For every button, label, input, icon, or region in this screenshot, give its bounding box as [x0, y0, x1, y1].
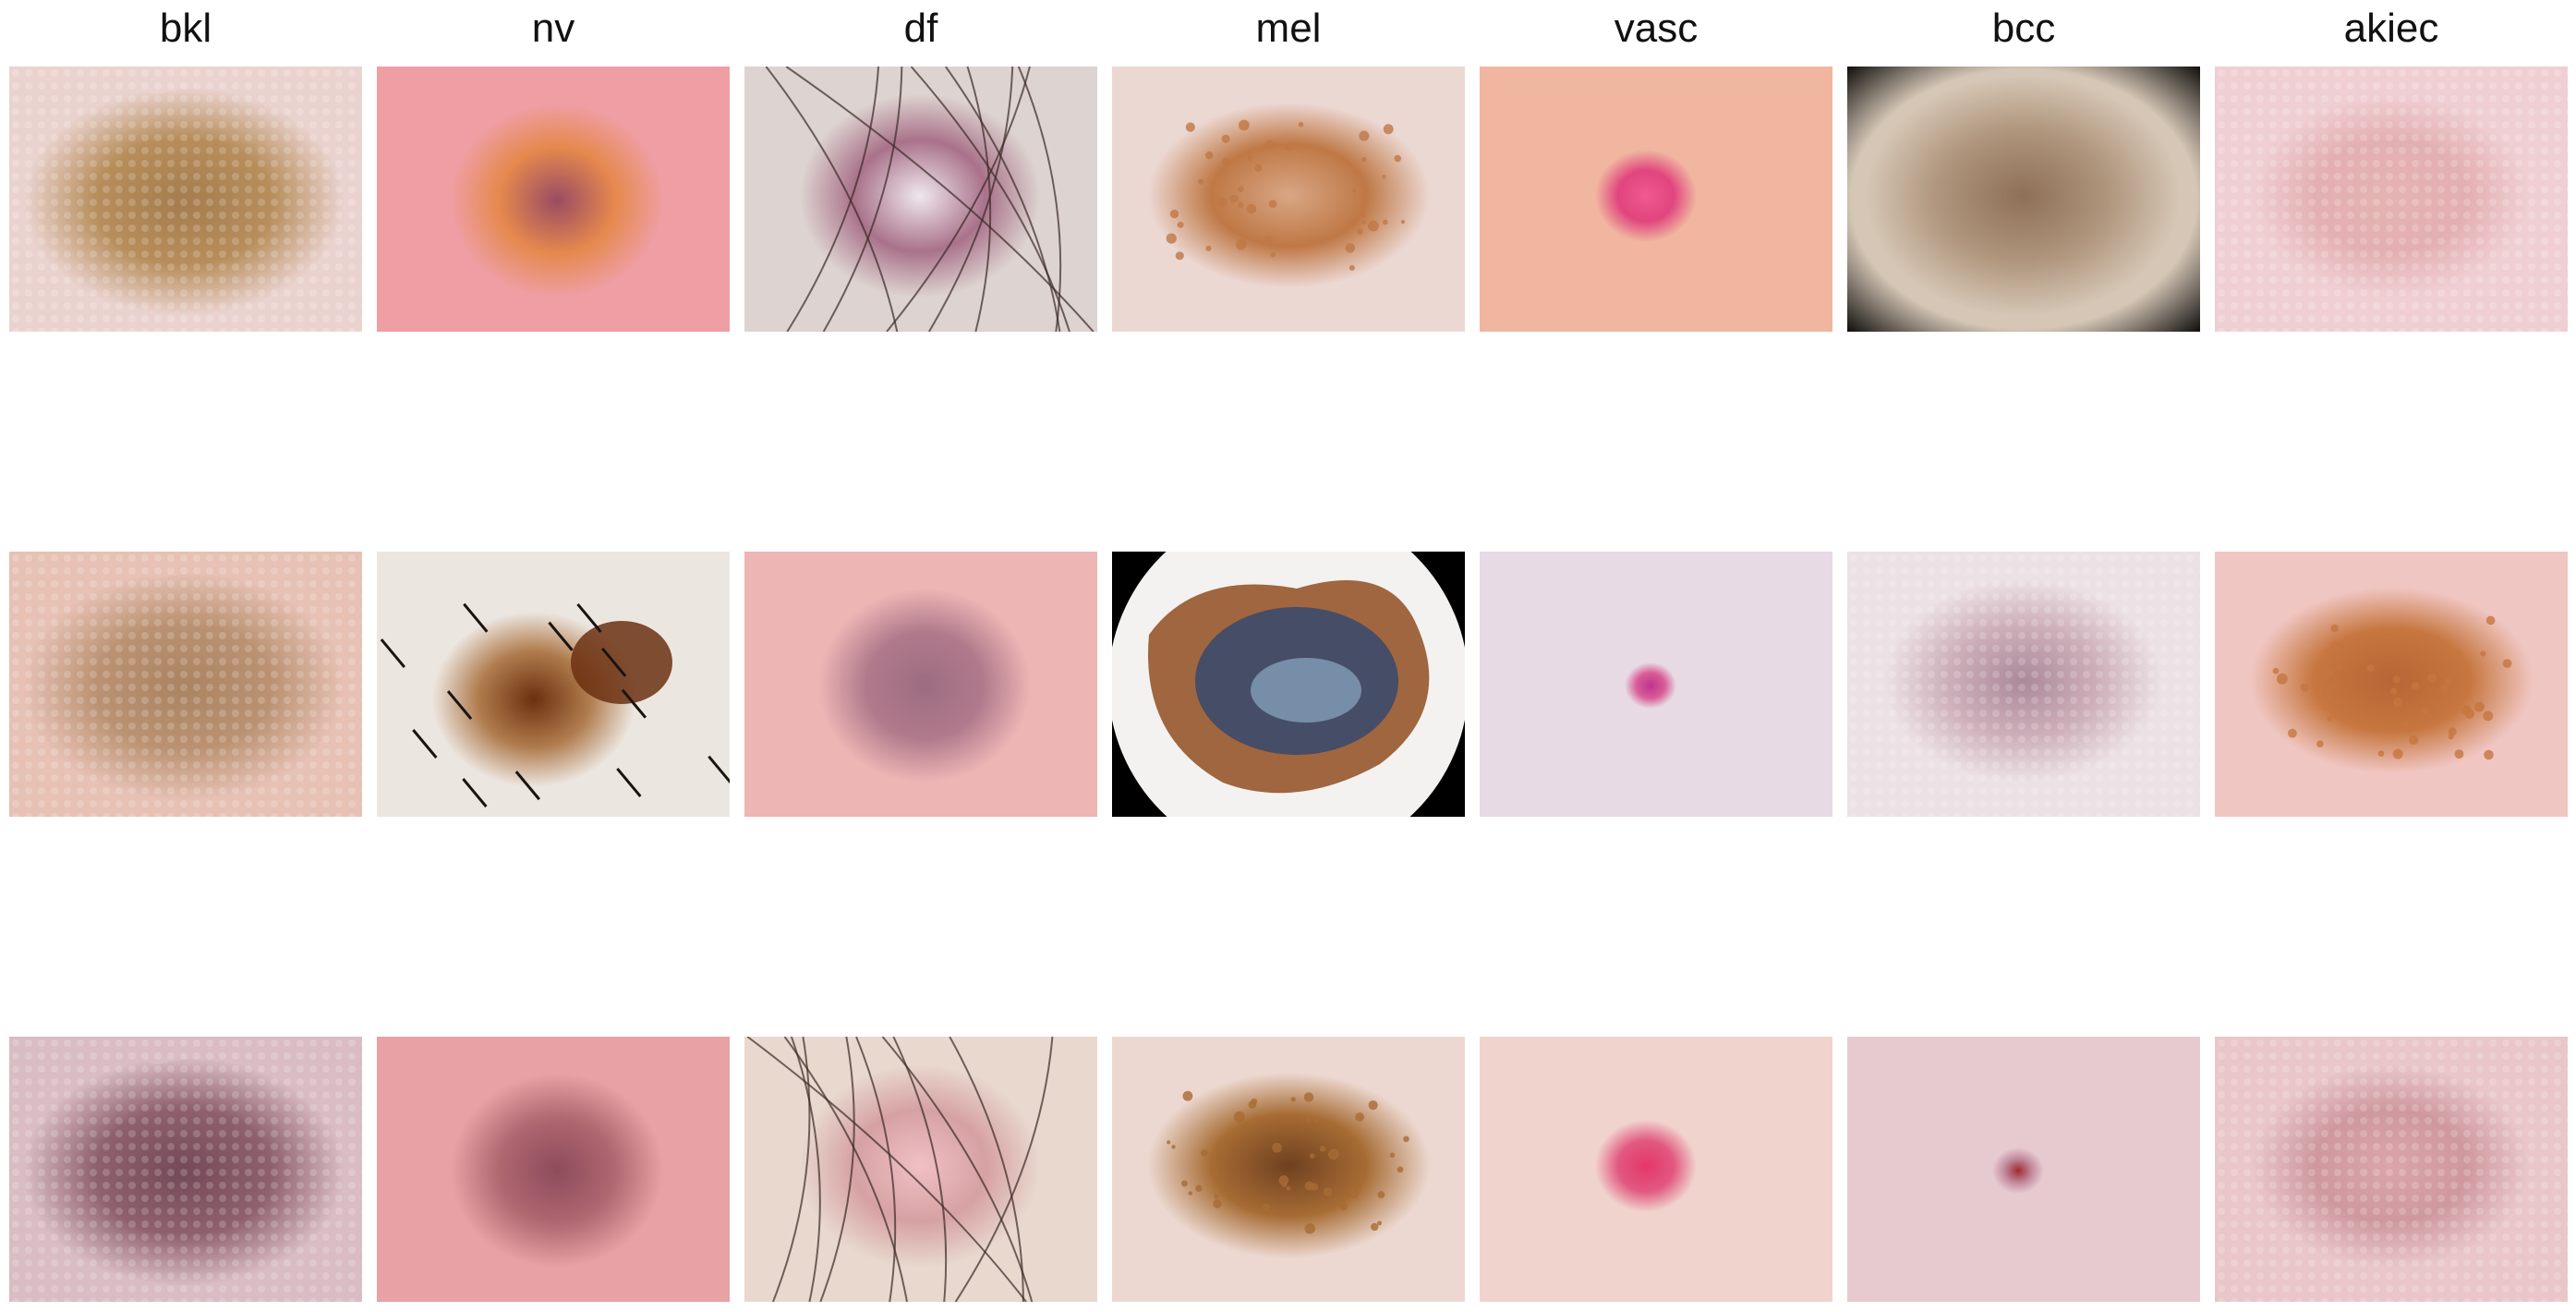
column-title-mel: mel	[1112, 0, 1465, 57]
lesion-image-bcc-row3	[1847, 1037, 2200, 1302]
lesion-image-bcc-row1	[1847, 67, 2200, 332]
lesion-image-mel-row1	[1112, 67, 1465, 332]
lesion-image-df-row2	[744, 552, 1097, 817]
lesion-image-df-row1	[744, 67, 1097, 332]
lesion-image-nv-row1	[377, 67, 730, 332]
column-title-df: df	[744, 0, 1097, 57]
lesion-image-mel-row3	[1112, 1037, 1465, 1302]
lesion-image-vasc-row3	[1480, 1037, 1832, 1302]
lesion-image-df-row3	[744, 1037, 1097, 1302]
lesion-image-akiec-row2	[2215, 552, 2568, 817]
column-title-bcc: bcc	[1847, 0, 2200, 57]
column-title-bkl: bkl	[9, 0, 362, 57]
lesion-image-vasc-row1	[1480, 67, 1832, 332]
lesion-image-nv-row2	[377, 552, 730, 817]
lesion-image-bkl-row2	[9, 552, 362, 817]
column-title-akiec: akiec	[2215, 0, 2568, 57]
lesion-image-mel-row2	[1112, 552, 1465, 817]
lesion-image-bkl-row3	[9, 1037, 362, 1302]
lesion-image-bcc-row2	[1847, 552, 2200, 817]
lesion-image-bkl-row1	[9, 67, 362, 332]
lesion-image-vasc-row2	[1480, 552, 1832, 817]
lesion-image-nv-row3	[377, 1037, 730, 1302]
lesion-image-akiec-row3	[2215, 1037, 2568, 1302]
lesion-image-akiec-row1	[2215, 67, 2568, 332]
column-title-nv: nv	[377, 0, 730, 57]
column-title-vasc: vasc	[1480, 0, 1832, 57]
